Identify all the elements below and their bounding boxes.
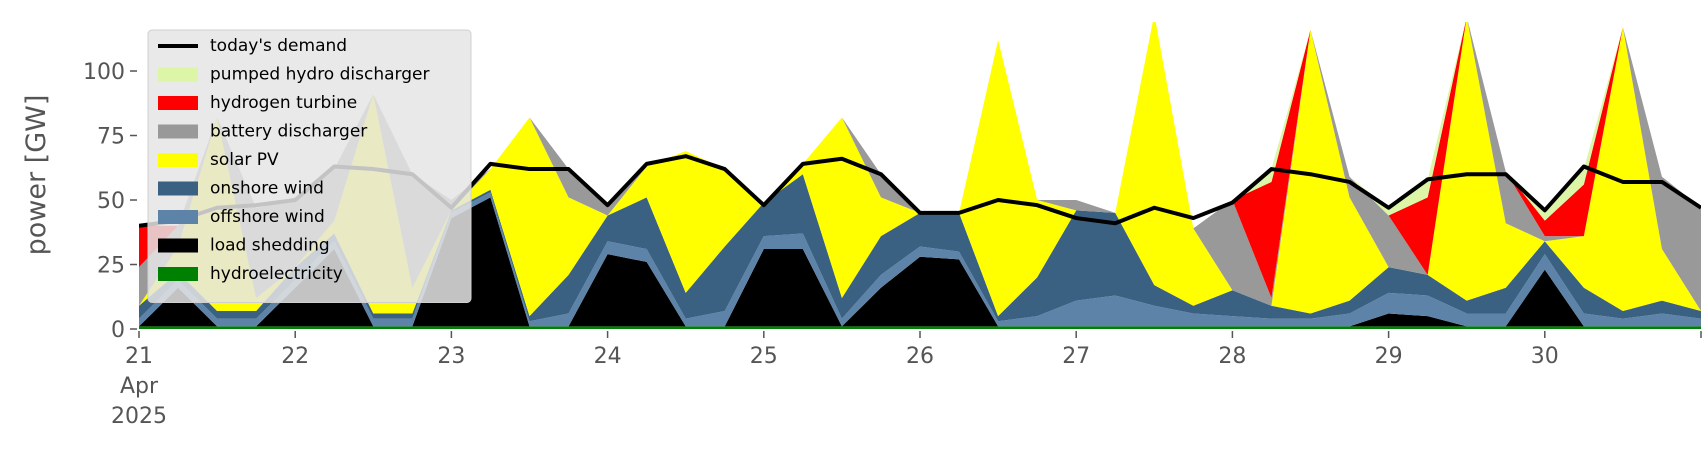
x-tick-label: 28 (1218, 344, 1246, 369)
y-axis-label: power [GW] (21, 95, 52, 256)
legend-swatch (158, 96, 198, 110)
legend-swatch (158, 153, 198, 167)
legend-swatch (158, 210, 198, 224)
legend-label: pumped hydro discharger (210, 65, 429, 85)
legend: today's demand pumped hydro discharger hyd… (147, 29, 472, 303)
y-tick-label: 75 (97, 125, 125, 150)
legend-box (147, 29, 472, 303)
x-tick-label: 27 (1062, 344, 1090, 369)
legend-swatch (158, 238, 198, 253)
legend-swatch (158, 181, 198, 196)
axes: 0 25 50 75 100 21 Apr 2025 22 23 24 25 26 27 28 29 30 (83, 60, 1702, 429)
x-tick-label: 26 (906, 344, 934, 369)
area (139, 22, 1701, 317)
x-tick-label: 22 (281, 344, 309, 369)
x-tick-label: 21 Apr 2025 (111, 344, 167, 429)
x-tick-label: 29 (1375, 344, 1403, 369)
y-tick-label: 50 (97, 189, 125, 214)
legend-label: hydrogen turbine (210, 93, 357, 113)
legend-swatch (158, 124, 198, 139)
legend-label: onshore wind (210, 179, 324, 199)
x-tick-label: 24 (594, 344, 622, 369)
y-tick-label: 100 (83, 60, 125, 85)
x-tick-label: 30 (1531, 344, 1559, 369)
legend-swatch (158, 267, 198, 281)
y-tick-label: 25 (97, 254, 125, 279)
legend-label: load shedding (210, 236, 330, 256)
legend-swatch (158, 67, 198, 82)
legend-label: battery discharger (210, 122, 367, 142)
legend-label: solar PV (210, 150, 279, 170)
area (139, 197, 1701, 327)
area (139, 326, 1701, 329)
y-tick-label: 0 (111, 318, 125, 343)
legend-label: hydroelectricity (210, 264, 343, 284)
x-tick-label: 25 (750, 344, 778, 369)
legend-label: today's demand (210, 36, 347, 56)
x-tick-label: 23 (437, 344, 465, 369)
legend-label: offshore wind (210, 207, 325, 227)
